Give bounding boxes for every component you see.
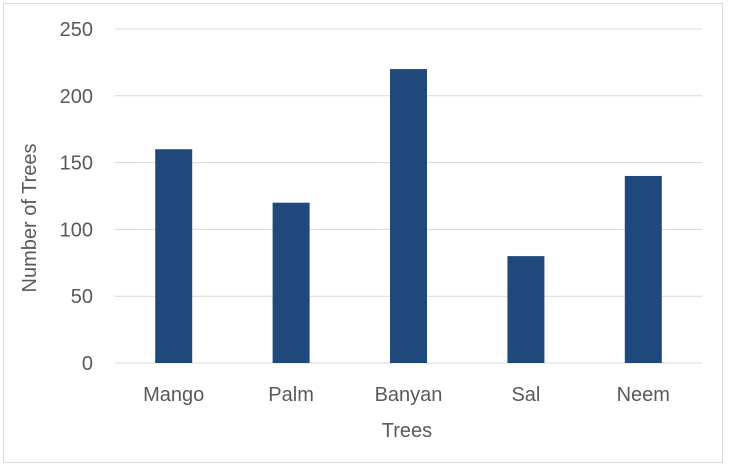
y-tick-label: 250 [60,19,93,41]
y-tick-label: 100 [60,219,93,241]
x-tick-labels: Mango Palm Banyan Sal Neem [143,384,670,406]
bar-neem [624,175,662,363]
x-tick-label-palm: Palm [268,384,314,406]
y-tick-label: 0 [82,353,93,375]
y-tick-label: 150 [60,153,93,175]
y-tick-label: 200 [60,86,93,108]
x-tick-label-neem: Neem [617,384,670,406]
x-tick-label-sal: Sal [511,384,540,406]
y-tick-labels: 0 50 100 150 200 250 [60,19,93,375]
x-axis-title: Trees [382,420,432,442]
bar-banyan [390,69,427,363]
bars [155,69,662,363]
bar-sal [507,256,545,363]
chart-frame [3,3,723,463]
x-tick-label-banyan: Banyan [375,384,443,406]
y-tick-label: 50 [71,286,93,308]
bar-palm [272,202,310,363]
y-axis-title: Number of Trees [19,144,41,293]
bar-mango [155,149,193,363]
x-tick-label-mango: Mango [143,384,204,406]
